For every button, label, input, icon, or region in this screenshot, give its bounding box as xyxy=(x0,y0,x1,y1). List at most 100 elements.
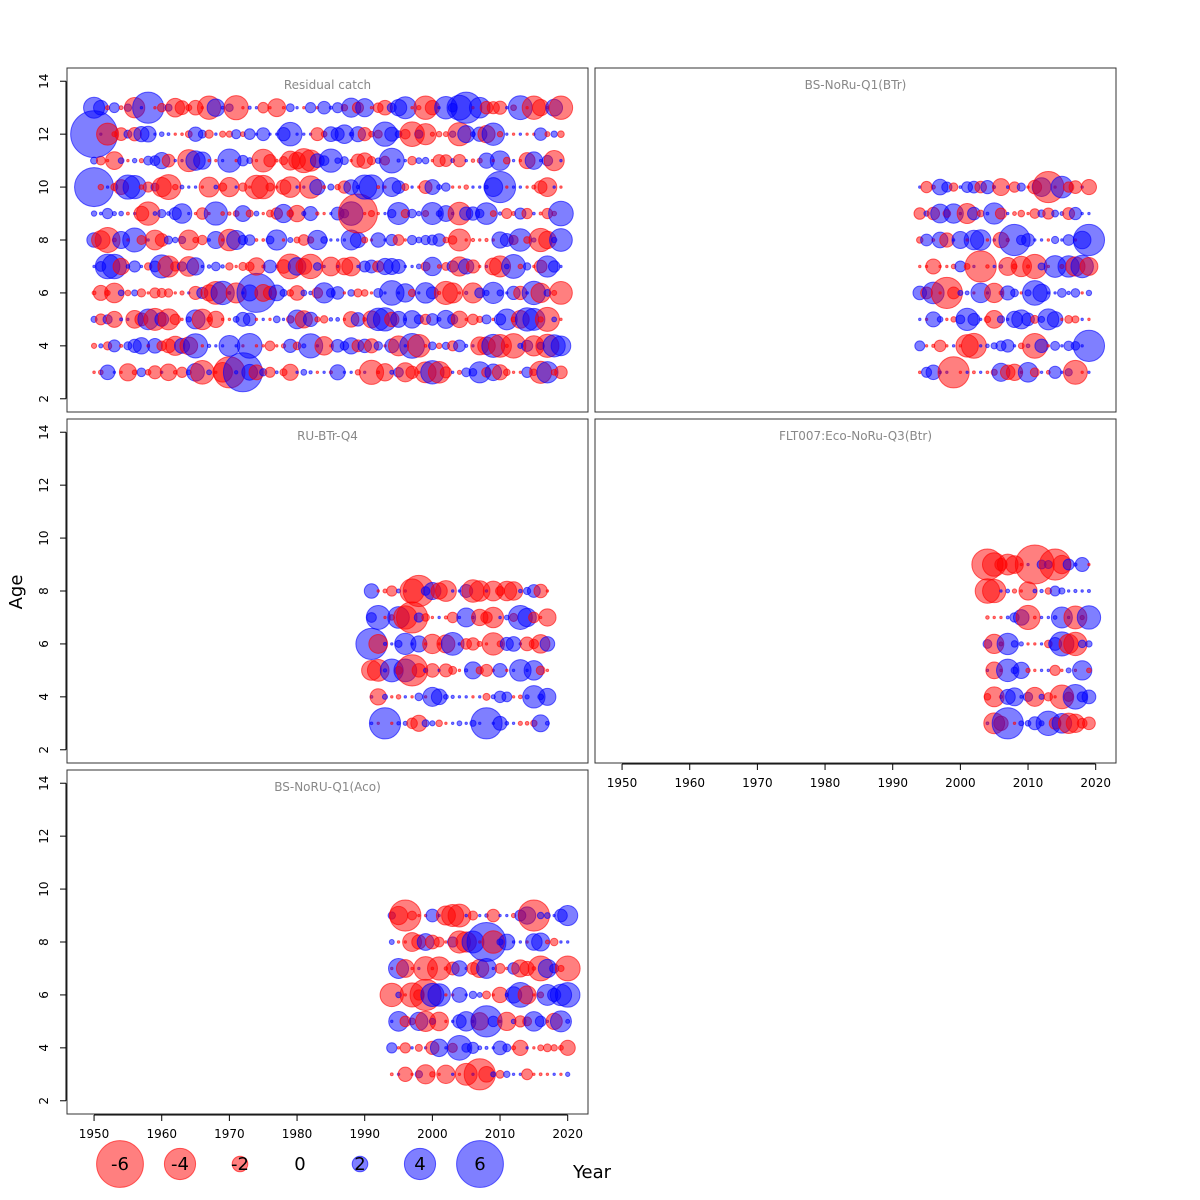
residual-bubble xyxy=(389,899,422,932)
residual-bubble xyxy=(1064,315,1074,324)
residual-bubble xyxy=(511,185,516,189)
residual-bubble xyxy=(1060,344,1064,348)
y-tick-label: 12 xyxy=(37,478,51,493)
y-tick-label: 14 xyxy=(37,425,51,440)
residual-bubble xyxy=(368,707,402,740)
residual-bubble xyxy=(945,317,949,322)
residual-bubble xyxy=(1066,589,1071,593)
residual-bubble xyxy=(389,369,395,375)
residual-bubble xyxy=(1073,588,1078,594)
residual-bubble xyxy=(1087,562,1091,567)
residual-bubble xyxy=(403,158,408,163)
residual-bubble xyxy=(204,129,214,139)
residual-bubble xyxy=(423,344,428,348)
residual-bubble xyxy=(1046,615,1051,620)
residual-bubble xyxy=(152,211,158,216)
residual-bubble xyxy=(464,317,468,322)
residual-bubble xyxy=(511,721,516,726)
residual-bubble xyxy=(119,317,124,322)
residual-bubble xyxy=(470,237,476,243)
panel-title: RU-BTr-Q4 xyxy=(297,429,358,443)
residual-bubble xyxy=(353,288,363,298)
residual-bubble xyxy=(999,615,1003,620)
residual-bubble xyxy=(117,289,125,297)
residual-bubble xyxy=(996,315,1006,324)
residual-bubble xyxy=(1080,211,1084,216)
residual-bubble xyxy=(328,105,333,110)
y-tick-label: 10 xyxy=(37,530,51,545)
residual-bubble xyxy=(414,1043,423,1052)
residual-bubble xyxy=(535,665,546,676)
residual-bubble xyxy=(532,1072,536,1077)
residual-bubble xyxy=(550,1044,558,1052)
residual-bubble xyxy=(480,663,493,677)
residual-bubble xyxy=(992,615,996,620)
residual-bubble xyxy=(457,185,462,189)
residual-bubble xyxy=(502,1043,512,1053)
residual-bubble xyxy=(457,695,462,699)
residual-bubble xyxy=(245,209,254,218)
residual-bubble xyxy=(478,264,482,269)
residual-bubble xyxy=(532,211,536,216)
residual-bubble xyxy=(300,368,308,376)
residual-bubble xyxy=(524,720,530,726)
residual-bubble xyxy=(464,913,469,918)
residual-bubble xyxy=(496,130,504,138)
residual-bubble xyxy=(547,260,561,273)
residual-bubble xyxy=(477,1045,483,1051)
residual-bubble xyxy=(256,127,271,142)
residual-bubble xyxy=(559,158,563,163)
residual-bubble xyxy=(439,366,453,379)
residual-bubble xyxy=(482,606,505,629)
residual-bubble xyxy=(951,344,956,348)
residual-bubble xyxy=(136,367,147,378)
residual-bubble xyxy=(410,264,414,269)
residual-bubble xyxy=(501,208,513,220)
legend-item: -6 xyxy=(96,1140,144,1188)
residual-bubble xyxy=(227,211,232,216)
residual-bubble xyxy=(407,910,418,921)
residual-bubble xyxy=(180,132,184,136)
residual-bubble xyxy=(392,234,405,246)
residual-bubble xyxy=(125,211,130,216)
residual-bubble xyxy=(532,1046,536,1050)
residual-bubble xyxy=(322,211,326,216)
residual-bubble xyxy=(334,157,341,164)
residual-bubble xyxy=(382,641,388,646)
residual-bubble xyxy=(948,182,959,192)
residual-bubble xyxy=(994,207,1008,220)
residual-bubble xyxy=(179,184,185,190)
legend-label: -2 xyxy=(231,1154,249,1175)
residual-bubble xyxy=(342,370,347,375)
residual-bubble xyxy=(549,1010,572,1033)
residual-bubble xyxy=(468,990,478,1000)
residual-bubble xyxy=(1012,211,1017,216)
residual-bubble xyxy=(436,264,442,269)
residual-bubble xyxy=(1025,667,1031,674)
y-tick-label: 8 xyxy=(37,938,51,946)
residual-bubble xyxy=(429,1071,436,1078)
residual-bubble xyxy=(522,262,532,271)
residual-bubble xyxy=(464,721,468,726)
residual-bubble xyxy=(261,317,265,322)
residual-bubble xyxy=(487,1015,500,1028)
residual-bubble xyxy=(971,370,976,375)
residual-bubble xyxy=(550,335,572,357)
residual-bubble xyxy=(213,184,219,190)
residual-bubble xyxy=(220,264,225,269)
residual-bubble xyxy=(1062,234,1075,246)
residual-bubble xyxy=(471,185,475,189)
residual-bubble xyxy=(1032,588,1038,594)
y-tick-label: 10 xyxy=(37,179,51,194)
residual-bubble xyxy=(1056,288,1067,298)
residual-bubble xyxy=(242,312,257,327)
residual-bubble xyxy=(1046,238,1051,242)
panel-4-frame xyxy=(66,769,589,1115)
residual-bubble xyxy=(312,262,322,271)
residual-bubble xyxy=(444,1019,448,1024)
residual-bubble xyxy=(274,370,279,375)
residual-bubble xyxy=(1068,206,1083,221)
legend-bubble xyxy=(351,1155,369,1173)
residual-bubble xyxy=(544,131,551,138)
residual-bubble xyxy=(146,291,150,295)
